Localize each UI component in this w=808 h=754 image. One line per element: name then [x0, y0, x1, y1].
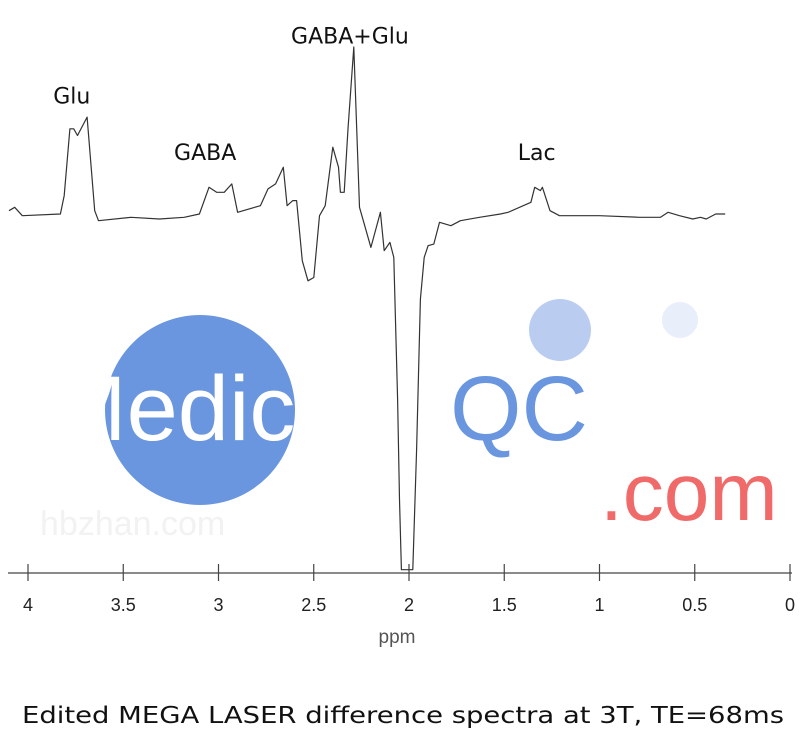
chart-caption: Edited MEGA LASER difference spectra at … — [22, 703, 784, 729]
x-tick-label: 1.5 — [492, 595, 517, 615]
x-axis-label: ppm — [379, 627, 416, 648]
x-tick-label: 2 — [404, 595, 414, 615]
logo-accent: QC — [450, 358, 588, 460]
logo-circle-small — [662, 302, 698, 338]
x-tick-label: 4 — [23, 595, 33, 615]
peak-label: Glu — [53, 84, 90, 109]
x-tick-label: 0.5 — [682, 595, 707, 615]
peak-label: GABA — [174, 141, 236, 166]
faint-watermark-text: hbzhan.com — [40, 505, 225, 543]
logo-circle-large — [105, 315, 295, 505]
x-tick-label: 2.5 — [301, 595, 326, 615]
faint-watermark: hbzhan.com — [40, 505, 225, 543]
logo-circle-medium — [529, 299, 591, 361]
peak-label: GABA+Glu — [291, 24, 409, 49]
x-tick-label: 0 — [785, 595, 795, 615]
logo-main: Medical — [50, 358, 367, 460]
x-tick-label: 3.5 — [111, 595, 136, 615]
medicalqc-logo: Medical QC .com — [50, 299, 778, 538]
peak-label: Lac — [518, 141, 556, 166]
x-ticks: 4 3.5 3 2.5 2 1.5 1 0.5 0 — [23, 564, 795, 615]
spectrum-line — [8, 46, 726, 571]
x-tick-label: 1 — [594, 595, 604, 615]
logo-suffix: .com — [600, 447, 778, 538]
x-tick-label: 3 — [213, 595, 223, 615]
peak-annotations: Glu GABA GABA+Glu Lac — [53, 24, 555, 166]
